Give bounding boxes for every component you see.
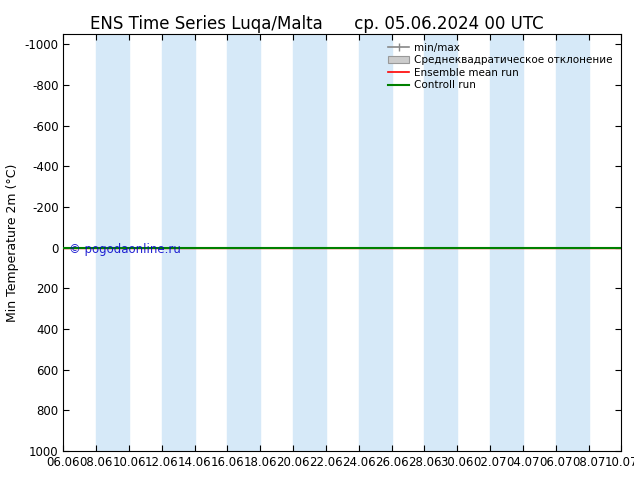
Bar <box>293 34 326 451</box>
Legend: min/max, Среднеквадратическое отклонение, Ensemble mean run, Controll run: min/max, Среднеквадратическое отклонение… <box>385 40 616 94</box>
Bar <box>490 34 523 451</box>
Bar <box>162 34 195 451</box>
Bar <box>424 34 457 451</box>
Bar <box>555 34 588 451</box>
Y-axis label: Min Temperature 2m (°C): Min Temperature 2m (°C) <box>6 163 19 322</box>
Bar <box>96 34 129 451</box>
Bar <box>228 34 261 451</box>
Text: © pogodaonline.ru: © pogodaonline.ru <box>69 243 181 256</box>
Bar <box>359 34 392 451</box>
Text: ENS Time Series Luqa/Malta      ср. 05.06.2024 00 UTC: ENS Time Series Luqa/Malta ср. 05.06.202… <box>90 15 544 33</box>
